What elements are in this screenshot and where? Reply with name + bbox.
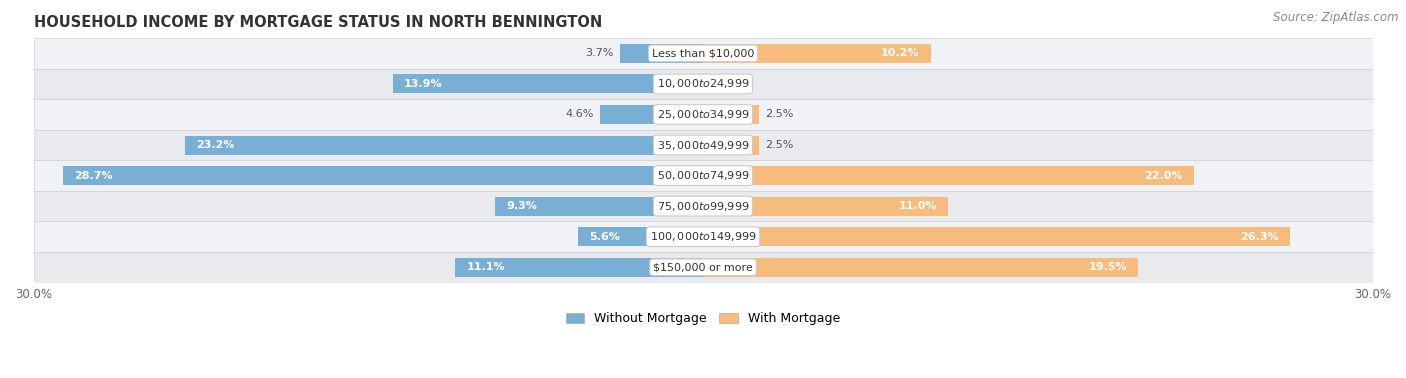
Bar	[34, 160, 1372, 191]
Legend: Without Mortgage, With Mortgage: Without Mortgage, With Mortgage	[561, 307, 845, 330]
Text: Source: ZipAtlas.com: Source: ZipAtlas.com	[1274, 11, 1399, 24]
Text: 19.5%: 19.5%	[1088, 262, 1128, 272]
Bar	[34, 130, 1372, 160]
Bar	[456, 258, 703, 277]
Bar	[703, 197, 949, 215]
Text: 3.7%: 3.7%	[585, 48, 614, 58]
Bar	[495, 197, 703, 215]
Bar	[620, 44, 703, 63]
Text: HOUSEHOLD INCOME BY MORTGAGE STATUS IN NORTH BENNINGTON: HOUSEHOLD INCOME BY MORTGAGE STATUS IN N…	[34, 15, 602, 30]
Text: 9.3%: 9.3%	[506, 201, 537, 211]
Bar	[34, 38, 1372, 69]
Text: $50,000 to $74,999: $50,000 to $74,999	[657, 169, 749, 182]
Text: $75,000 to $99,999: $75,000 to $99,999	[657, 200, 749, 213]
Bar	[600, 105, 703, 124]
Bar	[34, 99, 1372, 130]
Text: 23.2%: 23.2%	[197, 140, 235, 150]
Bar	[34, 252, 1372, 282]
Text: 2.5%: 2.5%	[765, 140, 794, 150]
Bar	[34, 191, 1372, 222]
Text: $150,000 or more: $150,000 or more	[654, 262, 752, 272]
Text: $10,000 to $24,999: $10,000 to $24,999	[657, 77, 749, 90]
Text: $35,000 to $49,999: $35,000 to $49,999	[657, 139, 749, 152]
Text: $25,000 to $34,999: $25,000 to $34,999	[657, 108, 749, 121]
Text: 26.3%: 26.3%	[1240, 232, 1279, 242]
Bar	[392, 74, 703, 93]
Text: 11.1%: 11.1%	[467, 262, 505, 272]
Text: 13.9%: 13.9%	[404, 79, 443, 89]
Bar	[34, 69, 1372, 99]
Bar	[703, 136, 759, 155]
Text: 11.0%: 11.0%	[898, 201, 938, 211]
Bar	[62, 166, 703, 185]
Text: 5.6%: 5.6%	[589, 232, 620, 242]
Bar	[703, 227, 1289, 246]
Bar	[186, 136, 703, 155]
Bar	[703, 44, 931, 63]
Text: 22.0%: 22.0%	[1144, 170, 1182, 181]
Bar	[703, 166, 1194, 185]
Text: 2.5%: 2.5%	[765, 110, 794, 119]
Text: $100,000 to $149,999: $100,000 to $149,999	[650, 230, 756, 243]
Bar	[578, 227, 703, 246]
Bar	[703, 258, 1139, 277]
Text: 4.6%: 4.6%	[565, 110, 593, 119]
Text: 10.2%: 10.2%	[882, 48, 920, 58]
Bar	[34, 222, 1372, 252]
Bar	[703, 105, 759, 124]
Text: Less than $10,000: Less than $10,000	[652, 48, 754, 58]
Text: 28.7%: 28.7%	[73, 170, 112, 181]
